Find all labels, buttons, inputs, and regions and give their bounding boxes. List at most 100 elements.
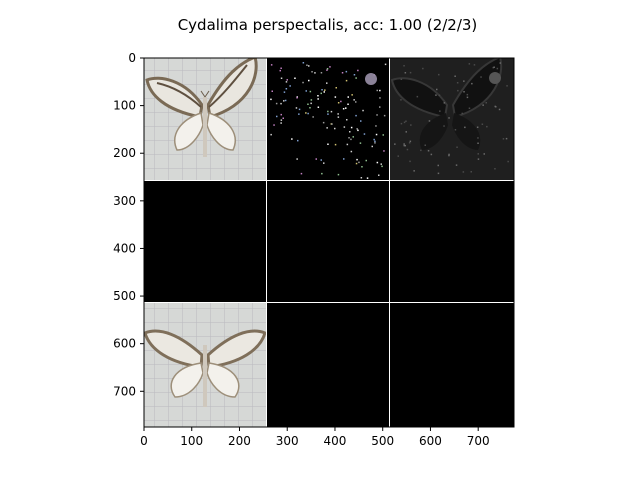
speckle-dot: [413, 170, 415, 172]
speckle-dot: [430, 153, 433, 156]
speckle-dot: [376, 114, 378, 116]
speckle-dot: [477, 153, 479, 155]
speckle-dot: [355, 162, 358, 165]
speckle-dot: [456, 82, 459, 84]
speckle-dot: [400, 99, 402, 101]
speckle-dot: [327, 113, 329, 115]
speckle-dot: [409, 71, 412, 74]
speckle-dot: [408, 142, 411, 144]
speckle-dot: [295, 107, 298, 109]
speckle-dot: [323, 162, 325, 164]
speckle-dot: [361, 166, 363, 168]
speckle-dot: [283, 100, 285, 102]
speckle-dot: [315, 158, 317, 160]
speckle-dot: [326, 82, 328, 84]
speckle-dot: [403, 121, 406, 124]
speckle-dot: [347, 103, 349, 105]
speckle-dot: [346, 119, 348, 121]
speckle-dot: [305, 90, 307, 92]
speckle-dot: [280, 67, 282, 69]
x-tick-label: 700: [467, 434, 490, 448]
speckle-dot: [341, 72, 344, 74]
speckle-dot: [324, 89, 326, 91]
speckle-dot: [334, 143, 337, 146]
speckle-dot: [374, 140, 376, 143]
speckle-dot: [337, 173, 340, 176]
speckle-dot: [337, 102, 340, 104]
speckle-dot: [355, 77, 357, 79]
speckle-dot: [280, 113, 282, 116]
speckle-dot: [375, 125, 377, 127]
speckle-dot: [283, 91, 286, 93]
speckle-dot: [307, 112, 309, 115]
speckle-dot: [353, 74, 356, 76]
speckle-dot: [498, 108, 501, 111]
speckle-dot: [437, 164, 439, 167]
y-tick-label: 100: [113, 99, 136, 113]
speckle-dot: [284, 99, 287, 102]
speckle-dot: [317, 106, 320, 108]
speckle-dot: [455, 164, 458, 166]
speckle-dot: [294, 77, 296, 79]
attribution-speckle-tile: [267, 58, 389, 180]
speckle-dot: [331, 123, 333, 125]
speckle-dot: [473, 64, 476, 66]
speckle-dot: [506, 85, 508, 87]
speckle-dot: [320, 92, 322, 95]
speckle-dot: [380, 163, 382, 165]
speckle-dot: [280, 102, 282, 105]
speckle-dot: [477, 137, 479, 139]
speckle-dot: [353, 99, 355, 101]
speckle-dot: [424, 144, 426, 146]
speckle-dot: [340, 100, 342, 103]
speckle-dot: [397, 155, 399, 157]
speckle-dot: [347, 96, 349, 98]
speckle-dot: [314, 72, 316, 74]
y-tick-label: 300: [113, 194, 136, 208]
speckle-dot: [291, 138, 293, 140]
speckle-dot: [335, 87, 337, 89]
speckle-dot: [422, 67, 424, 70]
black-tile: [390, 303, 514, 427]
speckle-dot: [327, 110, 329, 113]
black-tile: [390, 181, 514, 302]
speckle-dot: [381, 165, 383, 168]
moth-photo-top-left: [144, 58, 266, 180]
speckle-dot: [427, 150, 430, 152]
speckle-dot: [311, 71, 313, 73]
speckle-dot: [454, 129, 457, 131]
speckle-dot: [345, 107, 347, 109]
speckle-dot: [309, 107, 311, 109]
speckle-dot: [485, 102, 487, 104]
speckle-dot: [494, 105, 496, 108]
speckle-dot: [463, 91, 465, 93]
speckle-dot: [360, 177, 363, 179]
speckle-dot: [373, 138, 375, 141]
speckle-dot: [359, 142, 362, 144]
axes-frame: [143, 57, 515, 428]
y-tick-label: 200: [113, 146, 136, 160]
speckle-dot: [456, 146, 458, 148]
speckle-dot: [409, 140, 412, 143]
speckle-dot: [346, 143, 349, 146]
speckle-dot: [350, 126, 353, 129]
speckle-dot: [507, 160, 509, 163]
masked-dark-moth-tile: [390, 58, 514, 180]
speckle-dot: [321, 172, 323, 175]
speckle-dot: [362, 109, 364, 112]
speckle-dot: [454, 75, 456, 77]
speckle-dot: [502, 138, 505, 140]
speckle-dot: [273, 124, 275, 126]
speckle-dot: [405, 131, 407, 133]
black-tile: [267, 181, 389, 302]
speckle-dot: [471, 82, 473, 85]
speckle-dot: [317, 95, 319, 97]
speckle-dot: [320, 159, 322, 161]
speckle-dot: [448, 154, 450, 157]
speckle-dot: [466, 96, 469, 99]
speckle-dot: [378, 174, 380, 176]
speckle-dot: [308, 79, 310, 82]
speckle-dot: [302, 62, 305, 64]
x-tick-label: 500: [371, 434, 394, 448]
speckle-dot: [486, 125, 488, 128]
